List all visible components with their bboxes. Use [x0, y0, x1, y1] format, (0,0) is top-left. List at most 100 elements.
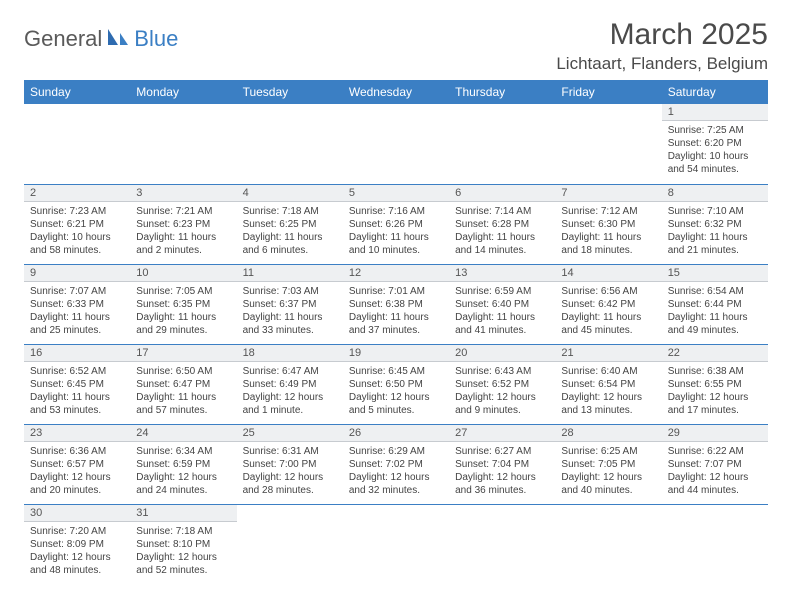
calendar-day-cell: 28Sunrise: 6:25 AMSunset: 7:05 PMDayligh… — [555, 424, 661, 504]
sunset-text: Sunset: 6:35 PM — [136, 298, 230, 311]
day-number: 15 — [662, 265, 768, 282]
sunset-text: Sunset: 6:26 PM — [349, 218, 443, 231]
calendar-day-cell: .. — [237, 104, 343, 184]
sunrise-text: Sunrise: 6:22 AM — [668, 445, 762, 458]
day-number: 25 — [237, 425, 343, 442]
calendar-day-cell: 2Sunrise: 7:23 AMSunset: 6:21 PMDaylight… — [24, 184, 130, 264]
calendar-day-cell: 31Sunrise: 7:18 AMSunset: 8:10 PMDayligh… — [130, 504, 236, 584]
calendar-day-cell: 1Sunrise: 7:25 AMSunset: 6:20 PMDaylight… — [662, 104, 768, 184]
calendar-day-cell: 10Sunrise: 7:05 AMSunset: 6:35 PMDayligh… — [130, 264, 236, 344]
day-number: 19 — [343, 345, 449, 362]
sunset-text: Sunset: 6:25 PM — [243, 218, 337, 231]
day-details: Sunrise: 7:16 AMSunset: 6:26 PMDaylight:… — [343, 202, 449, 261]
day-details: Sunrise: 7:21 AMSunset: 6:23 PMDaylight:… — [130, 202, 236, 261]
day-number: 26 — [343, 425, 449, 442]
sunrise-text: Sunrise: 7:20 AM — [30, 525, 124, 538]
column-header: Sunday — [24, 80, 130, 104]
sunrise-text: Sunrise: 7:23 AM — [30, 205, 124, 218]
daylight-text: Daylight: 11 hours and 6 minutes. — [243, 231, 337, 257]
day-number: 20 — [449, 345, 555, 362]
daylight-text: Daylight: 11 hours and 29 minutes. — [136, 311, 230, 337]
sunrise-text: Sunrise: 7:18 AM — [243, 205, 337, 218]
calendar-day-cell: 25 Sunrise: 6:31 AMSunset: 7:00 PMDayligh… — [237, 424, 343, 504]
sunrise-text: Sunrise: 7:14 AM — [455, 205, 549, 218]
sunset-text: Sunset: 6:44 PM — [668, 298, 762, 311]
header: General Blue March 2025 Lichtaart, Fland… — [24, 18, 768, 74]
sunset-text: Sunset: 6:37 PM — [243, 298, 337, 311]
day-number: 28 — [555, 425, 661, 442]
day-details: Sunrise: 6:54 AMSunset: 6:44 PMDaylight:… — [662, 282, 768, 341]
calendar-day-cell: 20Sunrise: 6:43 AMSunset: 6:52 PMDayligh… — [449, 344, 555, 424]
sunrise-text: Sunrise: 6:45 AM — [349, 365, 443, 378]
day-number: 27 — [449, 425, 555, 442]
sunrise-text: Sunrise: 7:03 AM — [243, 285, 337, 298]
calendar-day-cell: 5Sunrise: 7:16 AMSunset: 6:26 PMDaylight… — [343, 184, 449, 264]
calendar-week-row: 2Sunrise: 7:23 AMSunset: 6:21 PMDaylight… — [24, 184, 768, 264]
sunrise-text: Sunrise: 7:25 AM — [668, 124, 762, 137]
calendar-day-cell: 22Sunrise: 6:38 AMSunset: 6:55 PMDayligh… — [662, 344, 768, 424]
sunrise-text: Sunrise: 7:12 AM — [561, 205, 655, 218]
daylight-text: Daylight: 12 hours and 32 minutes. — [349, 471, 443, 497]
day-details: Sunrise: 7:01 AMSunset: 6:38 PMDaylight:… — [343, 282, 449, 341]
sunset-text: Sunset: 6:32 PM — [668, 218, 762, 231]
sunrise-text: Sunrise: 6:38 AM — [668, 365, 762, 378]
calendar-week-row: 16Sunrise: 6:52 AMSunset: 6:45 PMDayligh… — [24, 344, 768, 424]
day-details: Sunrise: 6:59 AMSunset: 6:40 PMDaylight:… — [449, 282, 555, 341]
calendar-day-cell: .. — [237, 504, 343, 584]
day-details: Sunrise: 7:10 AMSunset: 6:32 PMDaylight:… — [662, 202, 768, 261]
sunrise-text: Sunrise: 6:25 AM — [561, 445, 655, 458]
sunset-text: Sunset: 6:20 PM — [668, 137, 762, 150]
sunrise-text: Sunrise: 6:31 AM — [243, 445, 337, 458]
day-number: 18 — [237, 345, 343, 362]
day-details: Sunrise: 6:29 AMSunset: 7:02 PMDaylight:… — [343, 442, 449, 501]
calendar-table: SundayMondayTuesdayWednesdayThursdayFrid… — [24, 80, 768, 584]
day-number: 2 — [24, 185, 130, 202]
day-details: Sunrise: 6:45 AMSunset: 6:50 PMDaylight:… — [343, 362, 449, 421]
sunrise-text: Sunrise: 6:50 AM — [136, 365, 230, 378]
day-details: Sunrise: 6:40 AMSunset: 6:54 PMDaylight:… — [555, 362, 661, 421]
daylight-text: Daylight: 12 hours and 28 minutes. — [243, 471, 337, 497]
title-block: March 2025 Lichtaart, Flanders, Belgium — [556, 18, 768, 74]
calendar-day-cell: .. — [343, 504, 449, 584]
column-header: Wednesday — [343, 80, 449, 104]
calendar-week-row: 30Sunrise: 7:20 AMSunset: 8:09 PMDayligh… — [24, 504, 768, 584]
calendar-day-cell: 24Sunrise: 6:34 AMSunset: 6:59 PMDayligh… — [130, 424, 236, 504]
logo-word2: Blue — [134, 26, 178, 52]
sunset-text: Sunset: 7:02 PM — [349, 458, 443, 471]
logo-sail-icon — [106, 27, 130, 52]
daylight-text: Daylight: 11 hours and 18 minutes. — [561, 231, 655, 257]
sunrise-text: Sunrise: 7:10 AM — [668, 205, 762, 218]
day-number: 22 — [662, 345, 768, 362]
sunset-text: Sunset: 7:05 PM — [561, 458, 655, 471]
location-subtitle: Lichtaart, Flanders, Belgium — [556, 54, 768, 74]
daylight-text: Daylight: 12 hours and 24 minutes. — [136, 471, 230, 497]
calendar-day-cell: 27Sunrise: 6:27 AMSunset: 7:04 PMDayligh… — [449, 424, 555, 504]
calendar-day-cell: 9Sunrise: 7:07 AMSunset: 6:33 PMDaylight… — [24, 264, 130, 344]
sunset-text: Sunset: 8:09 PM — [30, 538, 124, 551]
day-number: 17 — [130, 345, 236, 362]
day-details: Sunrise: 7:25 AMSunset: 6:20 PMDaylight:… — [662, 121, 768, 180]
sunrise-text: Sunrise: 6:54 AM — [668, 285, 762, 298]
sunrise-text: Sunrise: 6:56 AM — [561, 285, 655, 298]
sunset-text: Sunset: 6:55 PM — [668, 378, 762, 391]
sunset-text: Sunset: 6:38 PM — [349, 298, 443, 311]
day-number: 4 — [237, 185, 343, 202]
sunset-text: Sunset: 7:00 PM — [243, 458, 337, 471]
sunset-text: Sunset: 6:28 PM — [455, 218, 549, 231]
calendar-day-cell: 13Sunrise: 6:59 AMSunset: 6:40 PMDayligh… — [449, 264, 555, 344]
daylight-text: Daylight: 12 hours and 52 minutes. — [136, 551, 230, 577]
day-details: Sunrise: 7:18 AMSunset: 6:25 PMDaylight:… — [237, 202, 343, 261]
sunrise-text: Sunrise: 7:01 AM — [349, 285, 443, 298]
day-details: Sunrise: 7:05 AMSunset: 6:35 PMDaylight:… — [130, 282, 236, 341]
logo-word1: General — [24, 26, 102, 52]
calendar-day-cell: 23Sunrise: 6:36 AMSunset: 6:57 PMDayligh… — [24, 424, 130, 504]
daylight-text: Daylight: 11 hours and 45 minutes. — [561, 311, 655, 337]
daylight-text: Daylight: 12 hours and 20 minutes. — [30, 471, 124, 497]
daylight-text: Daylight: 10 hours and 58 minutes. — [30, 231, 124, 257]
calendar-header-row: SundayMondayTuesdayWednesdayThursdayFrid… — [24, 80, 768, 104]
day-details: Sunrise: 6:47 AMSunset: 6:49 PMDaylight:… — [237, 362, 343, 421]
sunrise-text: Sunrise: 6:59 AM — [455, 285, 549, 298]
sunset-text: Sunset: 6:42 PM — [561, 298, 655, 311]
day-number: 23 — [24, 425, 130, 442]
sunset-text: Sunset: 6:45 PM — [30, 378, 124, 391]
